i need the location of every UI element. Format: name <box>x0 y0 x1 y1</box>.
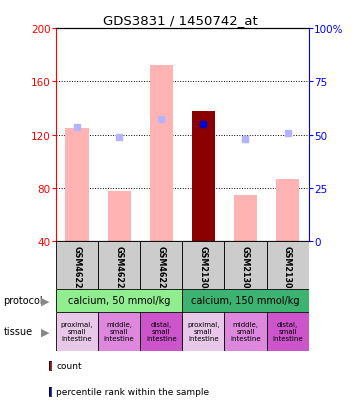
Text: calcium, 50 mmol/kg: calcium, 50 mmol/kg <box>68 295 170 306</box>
Text: GDS3831 / 1450742_at: GDS3831 / 1450742_at <box>103 14 258 27</box>
Text: proximal,
small
intestine: proximal, small intestine <box>187 321 219 342</box>
Bar <box>234 195 257 242</box>
Bar <box>65 128 88 242</box>
Bar <box>56 242 98 289</box>
Bar <box>150 66 173 242</box>
Bar <box>266 242 309 289</box>
Bar <box>108 191 131 242</box>
Text: protocol: protocol <box>4 295 43 306</box>
Text: count: count <box>56 361 82 370</box>
Bar <box>225 242 266 289</box>
Bar <box>56 289 182 312</box>
Text: middle,
small
intestine: middle, small intestine <box>104 321 134 342</box>
Bar <box>98 242 140 289</box>
Bar <box>182 242 225 289</box>
Text: GSM462207: GSM462207 <box>73 245 82 299</box>
Bar <box>182 289 309 312</box>
Text: GSM213051: GSM213051 <box>241 245 250 299</box>
Bar <box>266 312 309 351</box>
Text: distal,
small
intestine: distal, small intestine <box>146 321 177 342</box>
Text: calcium, 150 mmol/kg: calcium, 150 mmol/kg <box>191 295 300 306</box>
Text: ▶: ▶ <box>41 326 49 337</box>
Bar <box>192 112 215 242</box>
Text: proximal,
small
intestine: proximal, small intestine <box>61 321 93 342</box>
Text: ▶: ▶ <box>41 295 49 306</box>
Bar <box>276 179 299 242</box>
Text: middle,
small
intestine: middle, small intestine <box>230 321 261 342</box>
Text: GSM462208: GSM462208 <box>115 245 123 299</box>
Bar <box>140 242 182 289</box>
Bar <box>182 312 225 351</box>
Bar <box>56 312 98 351</box>
Bar <box>225 312 266 351</box>
Bar <box>140 312 182 351</box>
Text: GSM213045: GSM213045 <box>199 245 208 299</box>
Text: distal,
small
intestine: distal, small intestine <box>272 321 303 342</box>
Text: percentile rank within the sample: percentile rank within the sample <box>56 387 209 396</box>
Text: GSM213057: GSM213057 <box>283 245 292 299</box>
Text: GSM462209: GSM462209 <box>157 245 166 299</box>
Text: tissue: tissue <box>4 326 33 337</box>
Bar <box>98 312 140 351</box>
